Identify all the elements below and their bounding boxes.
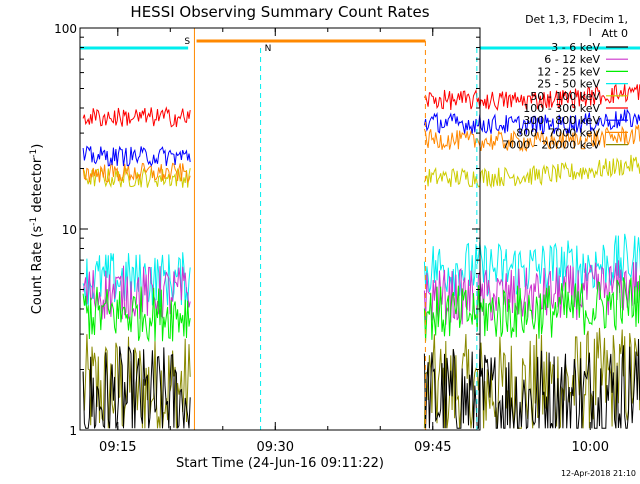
data-layer xyxy=(82,83,640,430)
x-tick-label: 09:15 xyxy=(99,440,136,455)
x-tick-label: 10:00 xyxy=(572,440,609,455)
series-trace xyxy=(423,260,640,325)
series-trace xyxy=(82,145,191,167)
series-12-25-kev xyxy=(82,275,640,343)
legend-entry-label: 6 - 12 keV xyxy=(544,53,600,66)
series-trace xyxy=(82,162,191,184)
series-trace xyxy=(82,286,191,343)
legend-entry-label: 50 - 100 keV xyxy=(530,90,600,103)
legend-header: Det 1,3, FDecim 1, xyxy=(525,13,628,26)
legend-entry-label: 300 - 800 keV xyxy=(523,114,600,127)
legend-header: Att 0 xyxy=(602,27,628,40)
axes-layer: 09:1509:3009:4510:0010:1510:3010:4511010… xyxy=(54,22,609,455)
series-trace xyxy=(82,346,191,429)
footer-timestamp: 12-Apr-2018 21:10 xyxy=(561,469,636,478)
series-800-7000-kev xyxy=(82,124,640,184)
series-trace xyxy=(423,327,640,430)
legend-entry-label: 25 - 50 keV xyxy=(537,78,600,91)
series-trace xyxy=(82,265,191,321)
series-300-800-kev xyxy=(82,108,640,167)
series-trace xyxy=(423,233,640,297)
series-trace xyxy=(423,124,640,153)
x-tick-label: 09:30 xyxy=(257,440,294,455)
flag-label-s: S xyxy=(184,37,190,47)
y-axis-label: Count Rate (s-1 detector-1) xyxy=(29,144,45,315)
overlay-layer: SN xyxy=(80,28,640,430)
x-tick-label: 09:45 xyxy=(414,440,451,455)
series-trace xyxy=(423,108,640,135)
legend-entry-label: 3 - 6 keV xyxy=(551,41,600,54)
legend-entry-label: 800 - 7000 keV xyxy=(516,126,600,139)
y-tick-label: 1 xyxy=(69,424,77,438)
legend-entry-label: 12 - 25 keV xyxy=(537,65,600,78)
series-trace xyxy=(423,275,640,342)
series-trace xyxy=(423,338,640,430)
series-100-300-kev xyxy=(82,83,640,128)
series-trace xyxy=(423,83,640,111)
series-trace xyxy=(82,106,191,128)
x-axis-label: Start Time (24-Jun-16 09:11:22) xyxy=(176,456,384,471)
plot-frame xyxy=(79,27,481,431)
series-50-100-kev xyxy=(82,154,640,189)
y-tick-label: 100 xyxy=(54,22,77,36)
flag-label-n: N xyxy=(265,44,272,54)
series-3-6-kev xyxy=(82,338,640,430)
y-tick-label: 10 xyxy=(62,223,77,237)
legend-entry-label: 7000 - 20000 keV xyxy=(502,139,600,152)
legend-entry-label: 100 - 300 keV xyxy=(523,102,600,115)
series-6-12-kev xyxy=(82,260,640,325)
series-trace xyxy=(423,154,640,189)
chart-title: HESSI Observing Summary Count Rates xyxy=(130,3,429,21)
